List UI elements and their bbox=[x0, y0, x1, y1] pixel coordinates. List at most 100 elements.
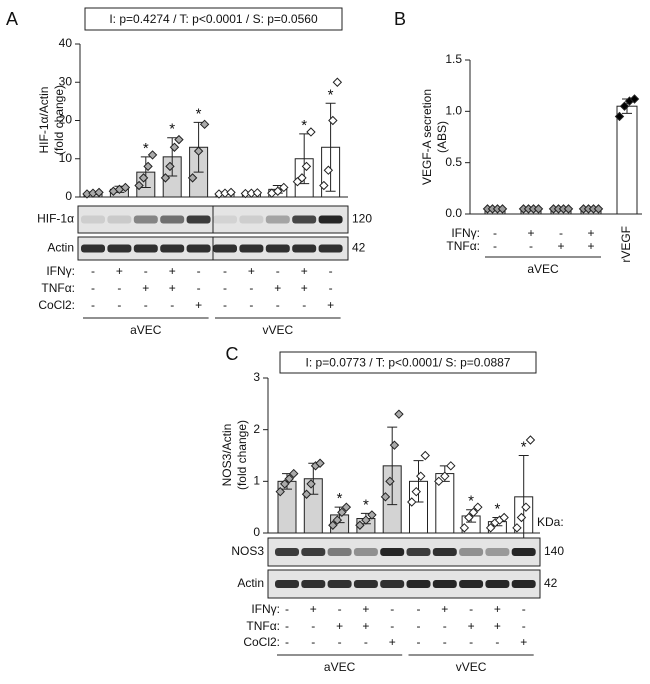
panel-letter: A bbox=[6, 9, 18, 29]
y-tick-label: 3 bbox=[253, 370, 260, 384]
y-axis-label: (ABS) bbox=[435, 121, 449, 153]
data-point bbox=[301, 489, 312, 499]
treatment-sign: + bbox=[468, 619, 475, 633]
data-point bbox=[280, 479, 290, 489]
blot-label: Actin bbox=[47, 241, 74, 255]
data-point bbox=[416, 471, 426, 481]
blot-band bbox=[406, 548, 431, 556]
data-point bbox=[497, 204, 508, 214]
treatment-label: IFNγ: bbox=[46, 264, 75, 278]
kda-header: KDa: bbox=[537, 515, 564, 529]
blot-band bbox=[301, 580, 326, 588]
treatment-sign: - bbox=[329, 281, 333, 295]
treatment-sign: + bbox=[557, 239, 564, 253]
error-bar bbox=[325, 102, 336, 192]
data-point bbox=[297, 173, 307, 183]
error-bar bbox=[140, 156, 151, 188]
blot-band bbox=[239, 244, 264, 253]
blot-band bbox=[432, 548, 457, 556]
blot-band bbox=[292, 244, 317, 253]
blot-kda: 42 bbox=[544, 576, 558, 590]
panel-letter: B bbox=[394, 9, 406, 29]
significance: * bbox=[328, 86, 334, 103]
annotation: I: p=0.0773 / T: p<0.0001/ S: p=0.0887 bbox=[306, 356, 511, 370]
data-point bbox=[407, 497, 417, 507]
blot-label: HIF-1α bbox=[37, 212, 74, 226]
data-point bbox=[275, 486, 285, 497]
treatment-label: IFNγ: bbox=[251, 602, 280, 616]
y-axis-label: (fold change) bbox=[52, 85, 66, 155]
treatment-label: IFNγ: bbox=[451, 226, 480, 240]
y-tick-label: 0 bbox=[253, 525, 260, 539]
data-point bbox=[355, 520, 365, 530]
significance: * bbox=[169, 121, 175, 138]
y-tick-label: 1.5 bbox=[445, 52, 462, 66]
data-point bbox=[306, 479, 316, 489]
treatment-sign: - bbox=[197, 281, 201, 295]
data-point bbox=[315, 458, 325, 468]
blot-band bbox=[318, 215, 343, 224]
treatment-sign: + bbox=[389, 635, 396, 649]
treatment-sign: - bbox=[522, 602, 526, 616]
blot-band bbox=[133, 244, 158, 253]
data-point bbox=[521, 502, 531, 512]
blot-band bbox=[459, 580, 484, 588]
significance: * bbox=[521, 438, 527, 455]
data-point bbox=[187, 173, 198, 183]
data-point bbox=[252, 188, 263, 198]
blot-band bbox=[160, 244, 185, 253]
group-label: vVEC bbox=[262, 323, 293, 337]
blot-band bbox=[301, 548, 326, 556]
data-point bbox=[367, 510, 377, 520]
significance: * bbox=[337, 490, 343, 507]
data-point bbox=[468, 507, 479, 518]
blot-band bbox=[186, 215, 211, 224]
panel-letter: C bbox=[226, 344, 239, 364]
x-tick-label: rVEGF bbox=[619, 226, 633, 263]
significance: * bbox=[196, 105, 202, 122]
treatment-sign: - bbox=[249, 298, 253, 312]
y-tick-label: 0 bbox=[65, 189, 72, 203]
treatment-sign: + bbox=[310, 602, 317, 616]
treatment-sign: - bbox=[223, 264, 227, 278]
treatment-sign: - bbox=[311, 635, 315, 649]
y-axis-label: (fold change) bbox=[235, 420, 249, 490]
data-point bbox=[120, 182, 131, 193]
treatment-sign: - bbox=[91, 298, 95, 312]
treatment-label: TNFα: bbox=[41, 281, 75, 295]
data-point bbox=[306, 127, 316, 137]
data-point bbox=[563, 204, 574, 214]
data-point bbox=[380, 492, 391, 502]
treatment-sign: + bbox=[362, 602, 369, 616]
data-point bbox=[273, 186, 283, 196]
data-point bbox=[174, 134, 184, 145]
treatment-sign: - bbox=[249, 281, 253, 295]
blot-band bbox=[485, 548, 510, 556]
treatment-sign: - bbox=[390, 619, 394, 633]
data-point bbox=[485, 523, 496, 533]
treatment-sign: + bbox=[520, 635, 527, 649]
blot-band bbox=[239, 215, 264, 224]
y-tick-label: 20 bbox=[59, 113, 73, 127]
treatment-sign: - bbox=[276, 264, 280, 278]
blot-band bbox=[81, 215, 105, 224]
data-point bbox=[434, 476, 444, 487]
blot-band bbox=[327, 548, 352, 556]
treatment-sign: + bbox=[527, 226, 534, 240]
treatment-sign: - bbox=[522, 619, 526, 633]
treatment-sign: - bbox=[91, 264, 95, 278]
blot-band bbox=[213, 215, 237, 224]
blot-band bbox=[107, 244, 132, 253]
treatment-sign: - bbox=[311, 619, 315, 633]
treatment-sign: + bbox=[587, 239, 594, 253]
blot-band bbox=[186, 244, 211, 253]
treatment-sign: - bbox=[495, 635, 499, 649]
data-point bbox=[289, 468, 299, 479]
blot-band bbox=[213, 244, 237, 253]
y-axis-label: NOS3/Actin bbox=[220, 424, 234, 487]
data-point bbox=[420, 450, 430, 461]
significance: * bbox=[468, 493, 474, 510]
treatment-sign: - bbox=[493, 239, 497, 253]
data-point bbox=[328, 520, 338, 530]
